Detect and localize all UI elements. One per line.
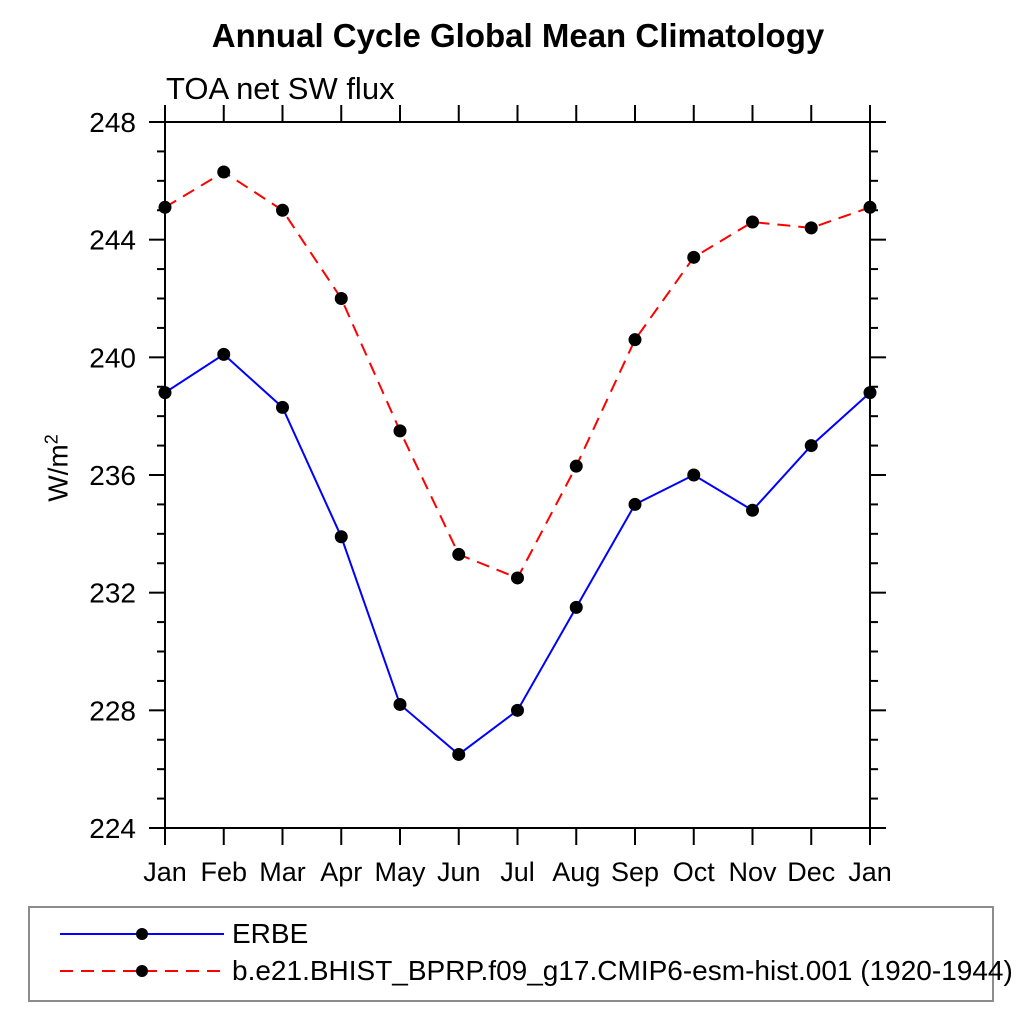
- chart-subtitle: TOA net SW flux: [166, 71, 395, 106]
- legend-item-model: b.e21.BHIST_BPRP.f09_g17.CMIP6-esm-hist.…: [58, 955, 1013, 986]
- x-tick-label: Jun: [437, 857, 481, 887]
- data-point-marker: [393, 424, 407, 438]
- series-line-erbe: [164, 353, 871, 756]
- data-point-marker: [687, 250, 701, 264]
- x-tick-label: Aug: [552, 857, 600, 887]
- legend-item-erbe: ERBE: [58, 918, 308, 949]
- data-point-marker: [276, 400, 289, 414]
- data-point-marker: [863, 200, 877, 214]
- y-tick-label: 244: [89, 225, 136, 256]
- data-point-marker: [217, 347, 231, 361]
- data-point-marker: [217, 165, 231, 179]
- y-tick-label: 228: [89, 695, 136, 726]
- data-point-marker: [334, 292, 348, 305]
- data-point-marker: [746, 215, 759, 229]
- data-point-marker: [334, 530, 348, 544]
- chart-title: Annual Cycle Global Mean Climatology: [211, 17, 825, 54]
- x-tick-label: Nov: [728, 857, 777, 887]
- data-point-marker: [158, 200, 172, 214]
- data-point-marker: [511, 571, 524, 585]
- data-point-marker: [687, 468, 701, 482]
- x-tick-label: Dec: [787, 857, 835, 887]
- data-point-marker: [628, 333, 642, 347]
- data-point-marker: [511, 703, 524, 717]
- legend-label-erbe: ERBE: [232, 918, 309, 949]
- legend-line-sample-dashed: [60, 965, 224, 977]
- x-tick-label: Apr: [320, 857, 362, 887]
- data-point-marker: [393, 697, 407, 711]
- legend-line-sample-solid: [60, 928, 224, 940]
- legend-sample-marker: [136, 965, 148, 977]
- x-tick-label: Mar: [259, 857, 306, 887]
- x-tick-label: Sep: [611, 857, 659, 887]
- x-tick-label: Jan: [848, 857, 892, 887]
- data-point-marker: [804, 221, 818, 235]
- data-point-marker: [276, 203, 289, 217]
- y-tick-label: 248: [89, 107, 136, 138]
- data-point-marker: [569, 600, 583, 614]
- y-tick-label: 236: [89, 460, 136, 491]
- x-tick-label: Oct: [673, 857, 716, 887]
- y-tick-label: 240: [89, 342, 136, 373]
- data-point-marker: [746, 503, 759, 517]
- data-point-marker: [452, 747, 466, 761]
- x-tick-label: Feb: [200, 857, 247, 887]
- data-point-marker: [569, 459, 583, 473]
- legend-sample-marker: [136, 928, 148, 940]
- x-tick-label: Jan: [143, 857, 187, 887]
- plot-frame: [164, 121, 871, 829]
- legend-box: ERBE b.e21.BHIST_BPRP.f09_g17.CMIP6-esm-…: [28, 906, 1013, 1002]
- y-tick-label: 232: [89, 578, 136, 609]
- legend-label-model: b.e21.BHIST_BPRP.f09_g17.CMIP6-esm-hist.…: [232, 955, 1013, 986]
- data-point-marker: [628, 497, 642, 511]
- data-point-marker: [863, 386, 877, 400]
- y-tick-label: 224: [89, 813, 136, 844]
- x-tick-label: May: [374, 857, 426, 887]
- data-point-marker: [158, 386, 172, 400]
- data-point-marker: [804, 439, 818, 453]
- data-point-marker: [452, 547, 466, 561]
- series-line-model: [164, 170, 871, 580]
- x-tick-label: Jul: [500, 857, 535, 887]
- plot-area: Jan Feb Mar Apr May Jun Jul Aug Sep Oct Nov Dec Jan2…: [89, 105, 892, 887]
